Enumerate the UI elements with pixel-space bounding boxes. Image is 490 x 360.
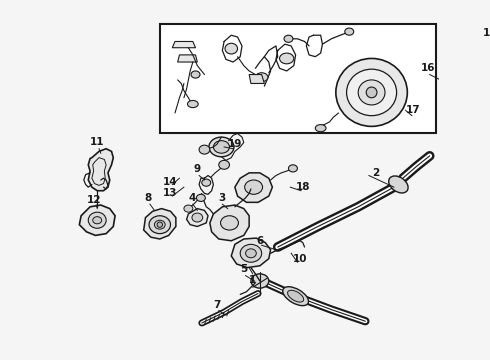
Ellipse shape xyxy=(192,213,203,222)
FancyBboxPatch shape xyxy=(160,24,436,132)
Ellipse shape xyxy=(245,249,256,258)
Text: 14: 14 xyxy=(163,177,178,187)
Ellipse shape xyxy=(255,73,268,82)
Ellipse shape xyxy=(315,125,326,132)
Polygon shape xyxy=(88,149,113,191)
Text: 10: 10 xyxy=(293,254,307,264)
Text: 8: 8 xyxy=(145,193,152,203)
Ellipse shape xyxy=(219,160,229,169)
Ellipse shape xyxy=(202,179,211,186)
Ellipse shape xyxy=(214,141,229,153)
Polygon shape xyxy=(210,205,249,241)
Ellipse shape xyxy=(154,220,165,229)
Text: 17: 17 xyxy=(406,105,421,115)
Text: 13: 13 xyxy=(163,188,178,198)
Ellipse shape xyxy=(251,274,269,288)
Ellipse shape xyxy=(88,212,106,228)
Ellipse shape xyxy=(184,205,193,212)
Text: 15: 15 xyxy=(483,27,490,37)
Text: 12: 12 xyxy=(87,195,102,205)
Ellipse shape xyxy=(289,165,297,172)
Polygon shape xyxy=(235,173,272,202)
Ellipse shape xyxy=(245,180,263,194)
Ellipse shape xyxy=(191,71,200,78)
Ellipse shape xyxy=(279,53,294,64)
Ellipse shape xyxy=(157,222,163,228)
Ellipse shape xyxy=(240,244,262,262)
Ellipse shape xyxy=(345,28,354,35)
Text: 9: 9 xyxy=(194,164,201,174)
Text: 1: 1 xyxy=(249,275,256,285)
Polygon shape xyxy=(231,238,270,267)
Polygon shape xyxy=(172,41,196,48)
Text: 18: 18 xyxy=(295,182,310,192)
Text: 4: 4 xyxy=(188,193,196,203)
Ellipse shape xyxy=(209,137,234,157)
Ellipse shape xyxy=(188,100,198,108)
Polygon shape xyxy=(144,208,176,239)
Ellipse shape xyxy=(283,287,309,306)
Ellipse shape xyxy=(336,58,407,126)
Text: 19: 19 xyxy=(228,139,242,149)
Polygon shape xyxy=(178,55,197,62)
Ellipse shape xyxy=(199,145,210,154)
Ellipse shape xyxy=(196,194,205,202)
Text: 5: 5 xyxy=(240,264,247,274)
Ellipse shape xyxy=(346,69,396,116)
Text: 11: 11 xyxy=(90,138,104,148)
Text: 7: 7 xyxy=(213,300,220,310)
Text: 2: 2 xyxy=(372,168,380,178)
Ellipse shape xyxy=(149,216,171,234)
Text: 6: 6 xyxy=(256,236,264,246)
Ellipse shape xyxy=(220,216,239,230)
Ellipse shape xyxy=(225,43,238,54)
Text: 16: 16 xyxy=(420,63,435,73)
Polygon shape xyxy=(249,75,264,84)
Ellipse shape xyxy=(366,87,377,98)
Polygon shape xyxy=(79,205,115,235)
Ellipse shape xyxy=(358,80,385,105)
Text: 3: 3 xyxy=(219,193,226,203)
Polygon shape xyxy=(187,208,208,226)
Ellipse shape xyxy=(288,290,304,302)
Ellipse shape xyxy=(284,35,293,42)
Ellipse shape xyxy=(93,217,102,224)
Ellipse shape xyxy=(389,176,408,193)
